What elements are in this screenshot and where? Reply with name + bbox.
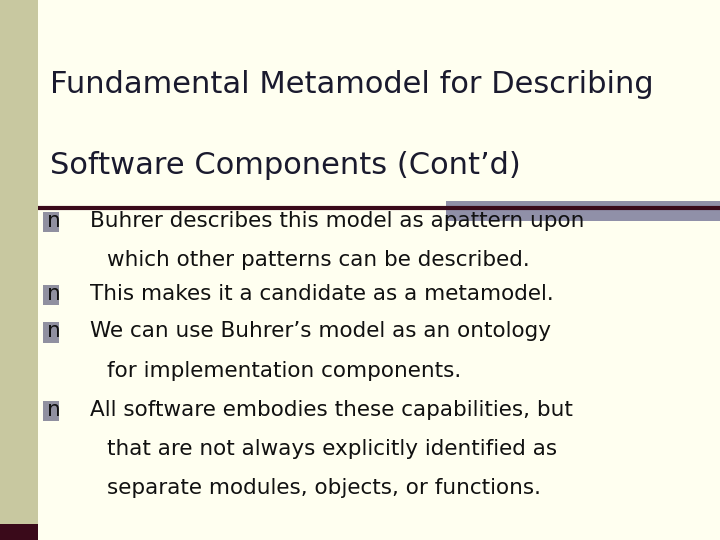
Text: Fundamental Metamodel for Describing: Fundamental Metamodel for Describing [50, 70, 654, 99]
Text: n: n [47, 211, 60, 231]
Bar [0, 0, 38, 540]
Text: n: n [47, 284, 60, 303]
Bar [446, 201, 720, 221]
Bar [43, 401, 59, 421]
Text: All software embodies these capabilities, but: All software embodies these capabilities… [90, 400, 573, 420]
Text: Software Components (Cont’d): Software Components (Cont’d) [50, 151, 521, 180]
Bar [43, 285, 59, 305]
Bar [0, 524, 38, 540]
Text: This makes it a candidate as a metamodel.: This makes it a candidate as a metamodel… [90, 284, 554, 303]
Text: for implementation components.: for implementation components. [107, 361, 461, 381]
Bar [43, 322, 59, 343]
Text: We can use Buhrer’s model as an ontology: We can use Buhrer’s model as an ontology [90, 321, 551, 341]
Text: that are not always explicitly identified as: that are not always explicitly identifie… [107, 439, 557, 459]
Text: n: n [47, 321, 60, 341]
Text: which other patterns can be described.: which other patterns can be described. [107, 250, 529, 270]
Bar [43, 212, 59, 232]
Text: Buhrer describes this model as apattern upon: Buhrer describes this model as apattern … [90, 211, 585, 231]
Text: separate modules, objects, or functions.: separate modules, objects, or functions. [107, 478, 541, 498]
Text: n: n [47, 400, 60, 420]
